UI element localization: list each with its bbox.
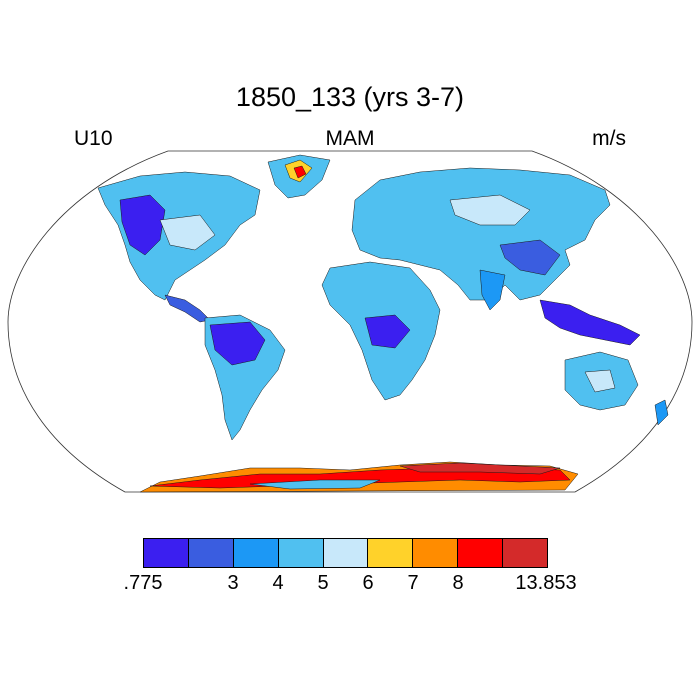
colorbar-swatch-8 xyxy=(458,539,504,567)
map-title: 1850_133 (yrs 3-7) xyxy=(235,82,465,112)
colorbar-label: 5 xyxy=(317,572,329,594)
colorbar-label: 8 xyxy=(452,572,464,594)
new-zealand xyxy=(654,399,669,426)
himalaya-region xyxy=(499,239,561,276)
greenland-peak xyxy=(293,165,307,179)
antarctica-plateau xyxy=(249,479,381,490)
colorbar-swatch-6 xyxy=(368,539,414,567)
maritime-southeast-asia xyxy=(539,299,641,346)
colorbar-swatch-9 xyxy=(503,539,548,567)
congo-basin xyxy=(364,314,411,349)
colorbar-label: 7 xyxy=(407,572,419,594)
colorbar-swatch-2 xyxy=(188,539,234,567)
antarctica-peak xyxy=(399,462,561,475)
colorbar-swatch-1 xyxy=(144,539,189,567)
colorbar xyxy=(143,538,548,568)
variable-label: U10 xyxy=(74,127,113,150)
colorbar-swatch-3 xyxy=(233,539,279,567)
colorbar-label: 4 xyxy=(272,572,284,594)
colorbar-labels: .775 3 4 5 6 7 8 13.853 xyxy=(0,572,700,602)
colorbar-swatch-5 xyxy=(323,539,369,567)
colorbar-label: .775 xyxy=(123,572,163,594)
north-america-west xyxy=(119,194,166,256)
australia-interior xyxy=(584,369,616,393)
colorbar-label: 3 xyxy=(227,572,239,594)
colorbar-label: 13.853 xyxy=(515,572,577,594)
siberia xyxy=(449,194,531,226)
colorbar-swatch-4 xyxy=(278,539,324,567)
amazon-region xyxy=(209,321,266,366)
north-america-inland xyxy=(159,214,216,251)
season-label: MAM xyxy=(325,127,375,150)
india xyxy=(479,269,506,311)
units-label: m/s xyxy=(592,127,626,150)
colorbar-label: 6 xyxy=(362,572,374,594)
colorbar-swatch-7 xyxy=(413,539,459,567)
